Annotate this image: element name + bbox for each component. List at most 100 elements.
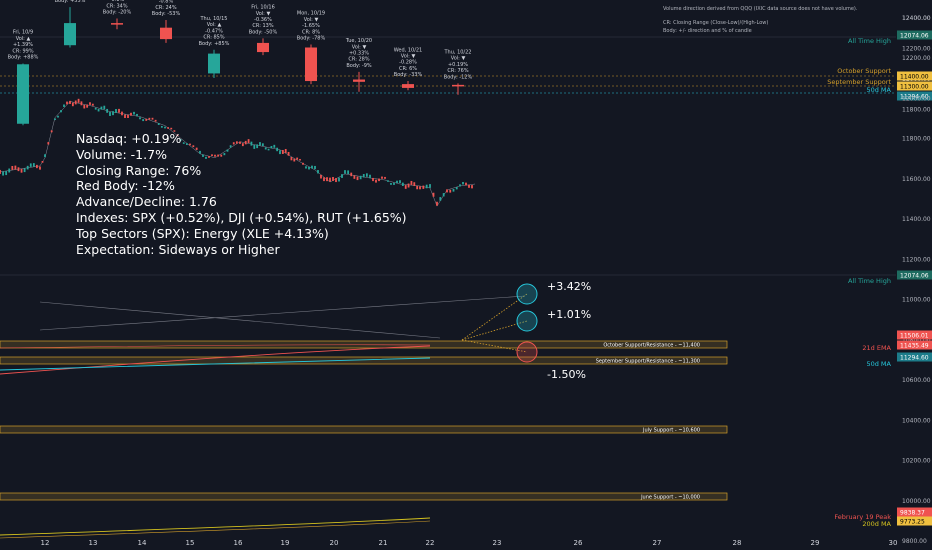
daily-candle: Wed, 10/14Vol: ▲-0.8%CR: 24%Body: -53% <box>152 0 180 43</box>
intraday-candle <box>223 153 226 156</box>
intraday-candle <box>299 158 301 161</box>
target-circle-down <box>516 341 538 363</box>
candle-annotation: -0.8% <box>159 0 174 5</box>
candle-annotation: Body: +55% <box>55 0 86 4</box>
candle-annotation: Body: -9% <box>346 63 372 69</box>
candle-annotation: CR: 28% <box>348 57 369 63</box>
intraday-candle <box>287 151 290 156</box>
intraday-candle <box>471 185 473 189</box>
intraday-candle <box>462 181 464 185</box>
x-tick-label: 22 <box>426 539 435 547</box>
x-tick-label: 16 <box>234 539 243 547</box>
intraday-candle <box>293 158 296 162</box>
intraday-candle <box>179 139 182 141</box>
intraday-candle <box>103 105 106 110</box>
intraday-candle <box>455 186 458 190</box>
intraday-candle <box>381 176 383 179</box>
intraday-candle <box>413 182 416 187</box>
stats-overlay: Nasdaq: +0.19% Volume: -1.7% Closing Ran… <box>76 131 407 257</box>
candle-annotation: CR: 99% <box>12 48 33 54</box>
intraday-candle <box>77 98 80 103</box>
intraday-candle <box>314 165 316 170</box>
note-line: Volume direction derived from QQQ (IXIC … <box>663 6 858 12</box>
intraday-candle <box>387 180 389 182</box>
intraday-candle <box>208 156 210 158</box>
intraday-candle <box>372 177 374 182</box>
ma50-value: 11294.60 <box>900 355 929 362</box>
candle-annotation: Vol: ▼ <box>401 53 416 59</box>
intraday-candle <box>344 170 346 174</box>
lower-ma50-label: 50d MA <box>866 360 891 368</box>
candle-annotation: Wed, 10/21 <box>394 47 423 53</box>
intraday-candle <box>118 108 120 113</box>
candle-body <box>111 23 123 25</box>
intraday-candle <box>109 111 111 116</box>
lower-y-tick-label: 11800.00 <box>902 136 931 143</box>
intraday-candle <box>396 180 398 184</box>
candle-body <box>208 53 220 74</box>
intraday-candle <box>442 193 445 197</box>
intraday-candle <box>425 184 428 189</box>
intraday-candle <box>422 185 425 189</box>
intraday-candle <box>2 171 4 176</box>
ma50-value-bg <box>897 352 932 362</box>
intraday-candle <box>39 166 41 170</box>
upper-sep-value-bg <box>897 81 932 91</box>
intraday-candle <box>36 164 38 169</box>
stat-nasdaq: Nasdaq: +0.19% <box>76 131 182 146</box>
intraday-candle <box>121 111 123 116</box>
intraday-candle <box>157 123 160 125</box>
candle-annotation: CR: 85% <box>203 35 224 41</box>
upper-ma50-value-bg <box>897 91 932 101</box>
intraday-candle <box>124 114 126 118</box>
trend-line-lower <box>39 301 441 339</box>
lower-ath-label: All Time High <box>848 277 891 285</box>
lower-y-tick-label: 11000.00 <box>902 297 931 304</box>
intraday-candle <box>432 192 435 197</box>
candle-annotation: Fri, 10/16 <box>251 5 275 11</box>
intraday-candle <box>326 177 328 182</box>
intraday-candle <box>69 100 71 104</box>
intraday-candle <box>264 147 267 150</box>
candle-annotation: Thu, 10/15 <box>200 16 228 22</box>
candle-annotation: Thu, 10/22 <box>444 50 472 56</box>
intraday-candle <box>235 141 238 144</box>
lower-y-tick-label: 10200.00 <box>902 458 931 465</box>
intraday-candle <box>106 108 109 113</box>
candle-annotation: CR: 13% <box>252 23 273 29</box>
upper-oct-value-bg <box>897 71 932 81</box>
intraday-candle <box>71 102 74 107</box>
intraday-candle <box>142 119 145 122</box>
intraday-candle <box>259 142 261 146</box>
ma50-line <box>0 357 431 371</box>
lower-y-tick-label: 10000.00 <box>902 498 931 505</box>
intraday-candle <box>449 189 452 193</box>
candle-annotation: +0.33% <box>349 51 369 57</box>
candle-annotation: Fri, 10/9 <box>13 30 33 36</box>
candle-annotation: Vol: ▼ <box>256 11 271 17</box>
intraday-candle <box>436 201 438 206</box>
intraday-candle <box>452 189 455 192</box>
intraday-candle <box>241 143 244 147</box>
upper-y-tick-label: 12400.00 <box>902 15 931 22</box>
projection-line <box>461 339 528 353</box>
stat-top-sectors: Top Sectors (SPX): Energy (XLE +4.13%) <box>76 225 329 241</box>
note-line: CR: Closing Range (Close-Low)/(High-Low) <box>663 20 769 26</box>
intraday-candle <box>94 107 97 110</box>
x-tick-label: 13 <box>89 539 98 547</box>
candle-annotation: -0.47% <box>205 28 223 34</box>
intraday-candle <box>320 174 322 179</box>
intraday-candle <box>205 156 207 159</box>
intraday-candle <box>256 144 259 149</box>
intraday-candle <box>47 142 50 145</box>
feb-peak-line <box>0 520 431 539</box>
intraday-candle <box>244 140 247 145</box>
intraday-candle <box>167 127 170 129</box>
intraday-candle <box>86 104 89 108</box>
intraday-candle <box>182 142 185 144</box>
stat-expectation: Expectation: Sideways or Higher <box>76 241 280 257</box>
note-line: Body: +/- direction and % of candle <box>663 28 752 34</box>
